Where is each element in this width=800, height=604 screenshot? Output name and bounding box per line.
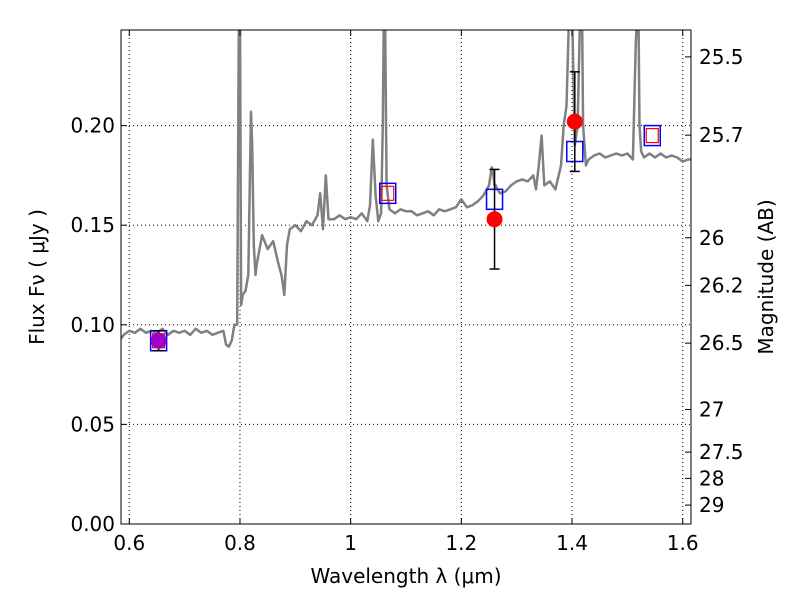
- y2-tick-label: 27.5: [699, 440, 744, 464]
- y2-axis-label: Magnitude (AB): [754, 199, 778, 354]
- observed-point: [566, 113, 583, 130]
- y-tick-label: 0.15: [70, 213, 115, 237]
- x-tick-label: 1.2: [445, 531, 477, 555]
- model-square-red: [645, 127, 659, 144]
- y-axis-label: Flux Fν ( μJy ): [25, 209, 49, 345]
- y-tick-label: 0.00: [70, 512, 115, 536]
- series-layer: [121, 30, 691, 352]
- x-axis-label: Wavelength λ (μm): [310, 564, 501, 588]
- model-square-blue: [378, 182, 397, 205]
- x-tick-label: 1: [344, 531, 357, 555]
- model-square-blue: [643, 124, 662, 147]
- y2-tick-label: 26: [699, 226, 724, 250]
- spectrum-line: [121, 30, 691, 348]
- y2-tick-label: 26.2: [699, 273, 744, 297]
- ticks: 0.6 0.8 1 1.2 1.4 1.6 0.00 0.05 0.10 0.15 0.20 25.5…: [70, 30, 744, 555]
- x-tick-label: 0.6: [113, 531, 145, 555]
- x-tick-label: 1.6: [667, 531, 699, 555]
- y-tick-label: 0.05: [70, 412, 115, 436]
- y2-tick-label: 25.5: [699, 45, 744, 69]
- y2-tick-label: 27: [699, 397, 724, 421]
- observed-point: [486, 211, 503, 228]
- grid: [121, 30, 691, 525]
- y2-tick-label: 26.5: [699, 331, 744, 355]
- axis-labels: Wavelength λ (μm) Flux Fν ( μJy ) Magnit…: [25, 199, 778, 588]
- observed-point: [150, 332, 167, 349]
- model-square-red: [381, 185, 395, 201]
- y-tick-label: 0.10: [70, 313, 115, 337]
- x-tick-label: 0.8: [224, 531, 256, 555]
- y2-tick-label: 29: [699, 493, 724, 517]
- y2-tick-label: 28: [699, 466, 724, 490]
- plot-frame: [120, 29, 692, 525]
- y2-tick-label: 25.7: [699, 123, 744, 147]
- y-tick-label: 0.20: [70, 114, 115, 138]
- x-tick-label: 1.4: [556, 531, 588, 555]
